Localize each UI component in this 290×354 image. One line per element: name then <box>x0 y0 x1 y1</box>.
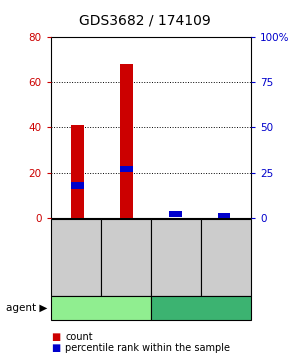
Text: GSM476605: GSM476605 <box>221 228 231 287</box>
Text: ■: ■ <box>51 343 60 353</box>
Bar <box>218 212 230 219</box>
Text: percentile rank within the sample: percentile rank within the sample <box>65 343 230 353</box>
Text: GSM476603: GSM476603 <box>121 228 131 287</box>
Text: count: count <box>65 332 93 342</box>
Bar <box>119 64 133 218</box>
Text: thiamine: thiamine <box>76 303 126 313</box>
Text: ■: ■ <box>51 332 60 342</box>
Bar <box>71 125 84 218</box>
Text: GSM476604: GSM476604 <box>171 228 181 287</box>
Text: agent ▶: agent ▶ <box>6 303 47 313</box>
Text: GSM476602: GSM476602 <box>71 228 81 287</box>
Bar <box>120 166 133 172</box>
Text: GDS3682 / 174109: GDS3682 / 174109 <box>79 13 211 27</box>
Bar <box>71 182 84 189</box>
Bar <box>169 211 182 217</box>
Text: control: control <box>182 303 220 313</box>
